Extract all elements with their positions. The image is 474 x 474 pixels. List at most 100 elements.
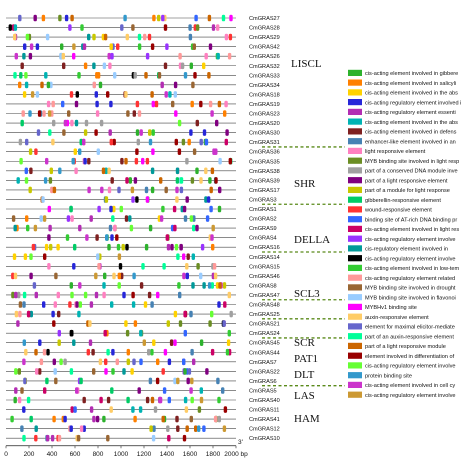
- element-box: [120, 24, 124, 31]
- element-box: [164, 186, 168, 194]
- element-box: [17, 291, 21, 299]
- element-box: [52, 320, 56, 327]
- element-box: [190, 377, 194, 385]
- gene-label: CmGRAS26: [249, 54, 280, 60]
- element-box: [126, 110, 130, 117]
- legend: cis-acting element involved in gibbere ci…: [348, 69, 461, 399]
- element-box: [24, 348, 28, 356]
- element-box: [36, 129, 41, 136]
- element-box: [190, 348, 194, 356]
- element-box: [202, 425, 206, 432]
- gene-label: CmGRAS18: [249, 92, 280, 98]
- element-box: [109, 43, 113, 50]
- element-box: [88, 339, 93, 346]
- element-box: [227, 291, 231, 299]
- element-box: [142, 339, 146, 346]
- element-box: [204, 167, 208, 175]
- element-box: [125, 33, 129, 41]
- legend-swatch: [348, 391, 362, 398]
- element-box: [32, 282, 37, 289]
- element-box: [11, 291, 15, 299]
- element-box: [45, 157, 49, 165]
- element-box: [35, 368, 39, 375]
- gene-label: CmGRAS34: [249, 83, 280, 89]
- element-box: [23, 43, 27, 50]
- element-box: [175, 186, 179, 194]
- element-box: [106, 396, 111, 404]
- element-box: [70, 119, 74, 127]
- element-box: [39, 215, 43, 222]
- element-box: [143, 301, 148, 308]
- element-box: [210, 348, 215, 356]
- element-box: [14, 291, 18, 299]
- element-box: [145, 157, 150, 165]
- element-box: [185, 272, 189, 280]
- legend-swatch: [348, 342, 362, 349]
- element-box: [26, 310, 31, 318]
- axis-tick-label: 2000 bp: [224, 451, 248, 458]
- element-box: [128, 177, 132, 184]
- element-box: [137, 387, 141, 394]
- element-box: [185, 196, 189, 203]
- element-box: [102, 291, 106, 299]
- legend-swatch: [348, 186, 362, 193]
- element-box: [166, 425, 170, 432]
- element-box: [22, 406, 26, 413]
- legend-label: cis-acting element involved in defens: [365, 130, 457, 136]
- element-box: [33, 224, 38, 232]
- element-box: [222, 425, 227, 432]
- element-box: [70, 291, 74, 299]
- element-box: [176, 425, 180, 432]
- element-box: [61, 52, 65, 60]
- element-box: [218, 186, 222, 194]
- element-box: [222, 282, 227, 289]
- element-box: [137, 43, 142, 50]
- element-box: [176, 253, 180, 260]
- element-box: [207, 72, 211, 79]
- element-box: [95, 100, 99, 108]
- element-box: [13, 396, 17, 404]
- gene-label: CmGRAS45: [249, 341, 280, 347]
- element-box: [13, 33, 17, 41]
- legend-swatch: [348, 138, 362, 145]
- element-box: [22, 301, 26, 308]
- element-box: [130, 186, 135, 194]
- element-box: [57, 329, 61, 337]
- group-label: DLT: [294, 369, 315, 381]
- element-box: [124, 157, 128, 165]
- element-box: [17, 396, 22, 404]
- element-box: [53, 301, 57, 308]
- element-box: [187, 138, 191, 146]
- element-box: [133, 72, 137, 79]
- element-box: [133, 415, 137, 423]
- element-box: [22, 358, 26, 366]
- gene-label: CmGRAS38: [249, 169, 280, 175]
- element-box: [35, 91, 40, 98]
- legend-swatch: [348, 323, 362, 330]
- element-box: [217, 396, 221, 404]
- element-box: [211, 24, 216, 31]
- element-box: [18, 310, 22, 318]
- element-box: [52, 415, 56, 423]
- element-box: [13, 72, 17, 79]
- element-box: [150, 186, 155, 194]
- element-box: [221, 14, 226, 22]
- element-box: [18, 14, 22, 22]
- element-box: [104, 358, 108, 366]
- gene-label: CmGRAS19: [249, 102, 280, 108]
- element-box: [98, 81, 103, 89]
- element-box: [186, 253, 190, 260]
- element-box: [119, 205, 123, 213]
- element-box: [110, 52, 114, 60]
- element-box: [70, 406, 74, 413]
- legend-label: cis-acting element involved in the abs: [365, 120, 458, 126]
- element-box: [111, 215, 115, 222]
- element-box: [50, 434, 55, 442]
- group-label: SCL3: [294, 288, 320, 300]
- element-box: [161, 205, 165, 213]
- element-box: [83, 129, 88, 136]
- element-box: [41, 14, 46, 22]
- element-box: [70, 14, 74, 22]
- element-box: [125, 177, 129, 184]
- element-box: [216, 52, 220, 60]
